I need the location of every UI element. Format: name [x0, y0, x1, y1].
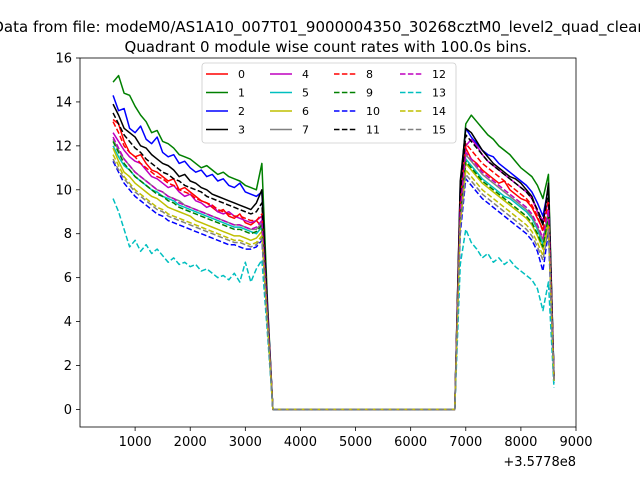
x-tick-label: 8000	[504, 435, 537, 450]
legend-label-7: 7	[302, 124, 309, 137]
legend-label-4: 4	[302, 68, 309, 81]
x-axis-offset-label: +3.5778e8	[503, 455, 576, 470]
legend-label-10: 10	[366, 105, 380, 118]
legend-label-9: 9	[366, 87, 373, 100]
legend-label-13: 13	[432, 87, 446, 100]
series-line-9	[112, 141, 555, 411]
x-tick-label: 2000	[174, 435, 207, 450]
legend-label-15: 15	[432, 124, 446, 137]
legend-label-2: 2	[238, 105, 245, 118]
legend-label-3: 3	[238, 124, 245, 137]
series-line-14	[112, 154, 555, 411]
x-tick-label: 6000	[394, 435, 427, 450]
y-tick-label: 8	[64, 227, 72, 242]
y-tick-label: 16	[55, 52, 72, 67]
x-tick-label: 5000	[339, 435, 372, 450]
x-tick-label: 1000	[119, 435, 152, 450]
x-tick-label: 9000	[559, 435, 592, 450]
figure-suptitle: Data from file: modeM0/AS1A10_007T01_900…	[0, 18, 640, 37]
legend-label-12: 12	[432, 68, 446, 81]
axes-frame	[79, 57, 577, 428]
legend-label-1: 1	[238, 87, 245, 100]
x-tick-label: 3000	[229, 435, 262, 450]
y-tick-label: 12	[55, 139, 72, 154]
legend-label-11: 11	[366, 124, 380, 137]
y-tick-label: 0	[64, 403, 72, 418]
y-tick-label: 6	[64, 271, 72, 286]
y-tick-label: 14	[55, 95, 72, 110]
y-tick-label: 4	[64, 315, 72, 330]
legend-label-6: 6	[302, 105, 309, 118]
plot-area: 1000 2000 3000 4000 5000 6000 7000 8000 9000 0 2 4 6…	[55, 52, 592, 451]
y-tick-label: 10	[55, 183, 72, 198]
x-tick-label: 7000	[449, 435, 482, 450]
legend-box	[201, 62, 457, 144]
legend-label-5: 5	[302, 87, 309, 100]
chart-title: Quadrant 0 module wise count rates with …	[124, 38, 531, 56]
x-tick-label: 4000	[284, 435, 317, 450]
legend-label-14: 14	[432, 105, 446, 118]
legend-label-0: 0	[238, 68, 245, 81]
y-tick-label: 2	[64, 359, 72, 374]
legend-label-8: 8	[366, 68, 373, 81]
